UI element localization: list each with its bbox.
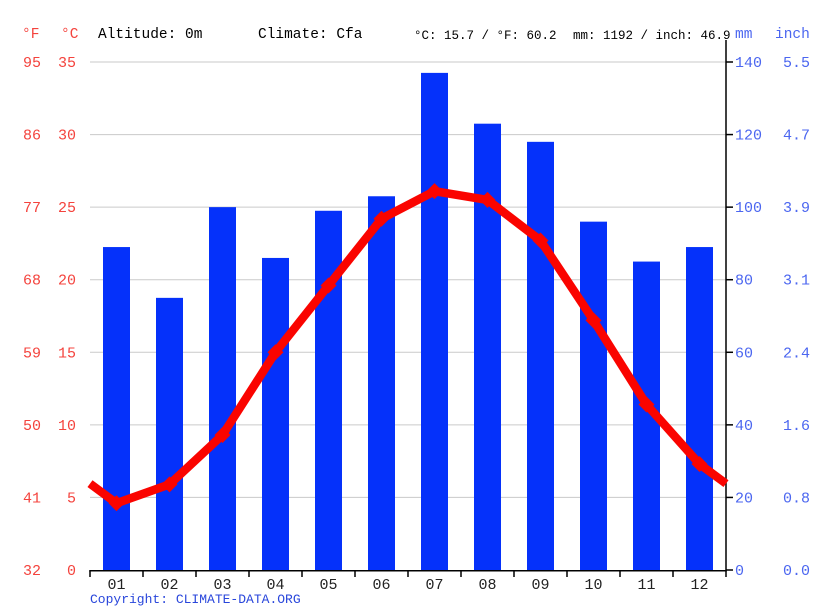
month-label-04: 04 <box>266 577 284 594</box>
precipitation-bar-10 <box>580 221 607 570</box>
inch-tick-label: 3.1 <box>783 273 810 290</box>
precipitation-bar-05 <box>315 210 342 570</box>
fahrenheit-tick-label: 95 <box>23 55 41 72</box>
copyright-label: Copyright: <box>90 592 176 607</box>
fahrenheit-tick-label: 77 <box>23 200 41 217</box>
month-label-11: 11 <box>637 577 655 594</box>
mm-tick-label: 20 <box>735 490 753 507</box>
precipitation-bar-07 <box>421 72 448 570</box>
precipitation-bar-06 <box>368 196 395 570</box>
fahrenheit-unit-label: °F <box>22 27 40 43</box>
precipitation-summary: mm: 1192 / inch: 46.9 <box>573 29 731 43</box>
inch-tick-label: 4.7 <box>783 128 810 145</box>
mm-tick-label: 100 <box>735 200 762 217</box>
precipitation-bar-01 <box>103 247 130 571</box>
temperature-point-12 <box>691 456 708 473</box>
copyright: Copyright: CLIMATE-DATA.ORG <box>90 592 301 607</box>
inch-tick-label: 0.0 <box>783 563 810 580</box>
month-label-06: 06 <box>372 577 390 594</box>
mm-tick-label: 40 <box>735 418 753 435</box>
mm-unit-label: mm <box>735 27 753 43</box>
celsius-tick-label: 30 <box>58 128 76 145</box>
inch-tick-label: 1.6 <box>783 418 810 435</box>
temperature-point-09 <box>532 232 549 249</box>
celsius-tick-label: 35 <box>58 55 76 72</box>
celsius-tick-label: 20 <box>58 273 76 290</box>
temperature-point-02 <box>161 476 178 493</box>
inch-unit-label: inch <box>775 27 810 43</box>
mm-tick-label: 120 <box>735 128 762 145</box>
fahrenheit-tick-label: 86 <box>23 128 41 145</box>
temperature-point-03 <box>214 427 231 444</box>
inch-tick-label: 3.9 <box>783 200 810 217</box>
inch-tick-label: 5.5 <box>783 55 810 72</box>
climate-class-label: Climate: Cfa <box>258 27 363 43</box>
month-label-09: 09 <box>531 577 549 594</box>
mm-tick-label: 80 <box>735 273 753 290</box>
month-label-12: 12 <box>690 577 708 594</box>
fahrenheit-tick-label: 32 <box>23 563 41 580</box>
celsius-unit-label: °C <box>61 27 79 43</box>
precipitation-bar-12 <box>686 247 713 571</box>
fahrenheit-tick-label: 50 <box>23 418 41 435</box>
month-label-03: 03 <box>213 577 231 594</box>
celsius-tick-label: 10 <box>58 418 76 435</box>
inch-tick-label: 0.8 <box>783 490 810 507</box>
temperature-summary: °C: 15.7 / °F: 60.2 <box>414 29 557 43</box>
precipitation-bar-03 <box>209 207 236 570</box>
temperature-point-04 <box>267 344 284 361</box>
temperature-point-05 <box>320 277 337 294</box>
precipitation-bar-02 <box>156 297 183 570</box>
precipitation-bar-09 <box>527 141 554 571</box>
climate-data-org-link[interactable]: CLIMATE-DATA.ORG <box>175 592 301 607</box>
celsius-tick-label: 0 <box>67 563 76 580</box>
temperature-point-06 <box>373 210 390 227</box>
month-label-01: 01 <box>107 577 125 594</box>
fahrenheit-tick-label: 68 <box>23 273 41 290</box>
month-label-10: 10 <box>584 577 602 594</box>
inch-tick-label: 2.4 <box>783 345 810 362</box>
temperature-point-01 <box>108 495 125 512</box>
celsius-tick-label: 15 <box>58 345 76 362</box>
altitude-label: Altitude: 0m <box>98 27 203 43</box>
mm-tick-label: 0 <box>735 563 744 580</box>
fahrenheit-tick-label: 41 <box>23 490 41 507</box>
celsius-tick-label: 25 <box>58 200 76 217</box>
month-label-02: 02 <box>160 577 178 594</box>
celsius-tick-label: 5 <box>67 490 76 507</box>
month-label-05: 05 <box>319 577 337 594</box>
fahrenheit-tick-label: 59 <box>23 345 41 362</box>
precipitation-bar-08 <box>474 123 501 570</box>
temperature-point-07 <box>426 183 443 200</box>
month-label-07: 07 <box>425 577 443 594</box>
temperature-point-10 <box>585 312 602 329</box>
mm-tick-label: 60 <box>735 345 753 362</box>
temperature-line <box>87 186 729 508</box>
precipitation-bar-04 <box>262 257 289 570</box>
month-label-08: 08 <box>478 577 496 594</box>
temperature-point-11 <box>638 396 655 413</box>
temperature-point-08 <box>479 191 496 208</box>
mm-tick-label: 140 <box>735 55 762 72</box>
